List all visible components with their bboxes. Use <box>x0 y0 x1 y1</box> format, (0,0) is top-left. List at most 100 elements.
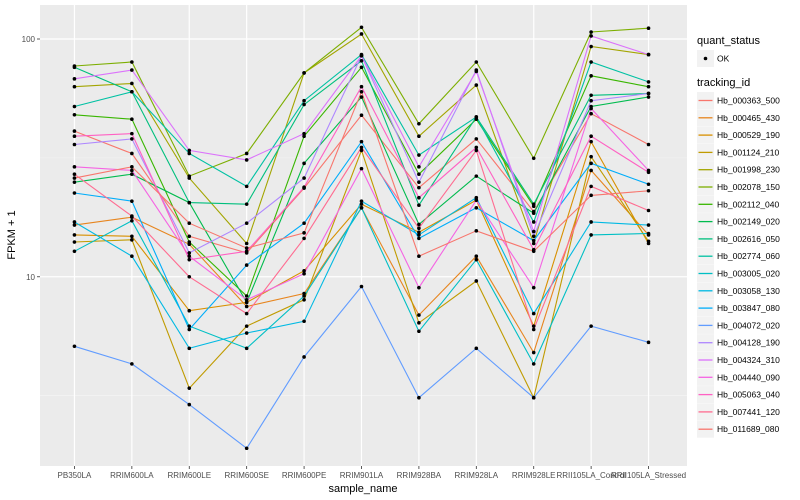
data-point-Hb_001998_230 <box>359 32 364 36</box>
data-point-Hb_004440_090 <box>302 271 306 276</box>
data-point-Hb_001124_210 <box>359 148 364 153</box>
data-point-Hb_003847_080 <box>72 191 77 195</box>
legend-label: Hb_001124_210 <box>717 147 780 157</box>
data-point-Hb_011689_080 <box>244 246 249 250</box>
data-point-Hb_003005_020 <box>244 346 249 351</box>
data-point-Hb_002149_020 <box>531 211 536 216</box>
data-point-Hb_002149_020 <box>474 174 479 178</box>
x-tick-label: RRIM600LA <box>110 471 154 480</box>
legend-item: Hb_007441_120 <box>697 403 780 421</box>
data-point-Hb_003847_080 <box>187 327 192 332</box>
data-point-Hb_011689_080 <box>187 221 192 225</box>
data-point-Hb_004324_310 <box>646 52 651 57</box>
x-tick-label: RRIM928LA <box>455 471 499 480</box>
data-point-Hb_001998_230 <box>589 44 593 49</box>
data-point-Hb_007441_120 <box>244 311 249 316</box>
data-point-Hb_003847_080 <box>589 161 593 166</box>
data-point-Hb_004324_310 <box>244 158 249 162</box>
data-point-Hb_002078_150 <box>589 30 593 34</box>
data-point-Hb_004324_310 <box>589 34 593 38</box>
data-point-Hb_007441_120 <box>72 172 77 177</box>
data-point-Hb_004440_090 <box>130 168 134 173</box>
data-point-Hb_002078_150 <box>130 60 134 64</box>
legend-label: Hb_002112_040 <box>717 199 780 209</box>
data-point-Hb_005063_040 <box>72 134 77 139</box>
data-point-Hb_003005_020 <box>417 329 421 334</box>
data-point-Hb_002774_060 <box>531 220 536 224</box>
data-point-Hb_001998_230 <box>531 241 536 246</box>
data-point-Hb_011689_080 <box>531 249 536 254</box>
data-point-Hb_011689_080 <box>359 89 364 94</box>
x-tick-label: RRII105LA_Control <box>556 471 626 480</box>
data-point-Hb_007441_120 <box>531 327 536 332</box>
data-point-Hb_004072_020 <box>130 362 134 366</box>
legend-label: Hb_002616_050 <box>717 234 780 244</box>
legend-label: Hb_001998_230 <box>717 165 780 175</box>
data-point-Hb_004324_310 <box>531 229 536 234</box>
data-point-Hb_005063_040 <box>187 257 192 262</box>
data-point-Hb_001124_210 <box>474 279 479 283</box>
x-axis: PB350LA RRIM600LA RRIM600LE RRIM600SE RRIM60… <box>58 466 686 480</box>
data-point-Hb_000363_500 <box>589 111 593 116</box>
data-point-Hb_003005_020 <box>474 257 479 262</box>
data-point-Hb_004072_020 <box>244 446 249 451</box>
data-point-Hb_000529_190 <box>417 230 421 234</box>
x-tick-label: RRIM600LE <box>167 471 211 480</box>
data-point-Hb_003058_130 <box>130 254 134 259</box>
data-point-Hb_011689_080 <box>72 176 77 180</box>
data-point-Hb_003058_130 <box>359 199 364 203</box>
data-point-Hb_007441_120 <box>359 145 364 150</box>
data-point-Hb_002078_150 <box>244 151 249 156</box>
data-point-Hb_004440_090 <box>417 285 421 290</box>
legend-item: Hb_004072_020 <box>697 316 780 334</box>
data-point-Hb_002149_020 <box>417 222 421 227</box>
legend-label: Hb_003058_130 <box>717 286 780 296</box>
data-point-Hb_002112_040 <box>187 240 192 244</box>
data-point-Hb_002616_050 <box>187 200 192 205</box>
data-point-Hb_002616_050 <box>302 102 306 107</box>
data-point-Hb_002149_020 <box>359 95 364 99</box>
data-point-Hb_004128_190 <box>244 221 249 225</box>
data-point-Hb_005063_040 <box>646 170 651 175</box>
series-points <box>72 25 651 451</box>
data-point-Hb_002078_150 <box>187 174 192 178</box>
data-point-Hb_002112_040 <box>417 172 421 177</box>
data-point-Hb_003058_130 <box>72 220 77 224</box>
data-point-Hb_002616_050 <box>72 65 77 70</box>
x-tick-label: RRII105LA_Stressed <box>611 471 686 480</box>
data-point-Hb_003847_080 <box>244 263 249 267</box>
data-point-Hb_004324_310 <box>130 68 134 72</box>
data-point-Hb_003005_020 <box>589 233 593 237</box>
legend-item: Hb_004440_090 <box>697 368 780 386</box>
data-point-Hb_004072_020 <box>474 346 479 351</box>
data-point-Hb_004128_190 <box>130 137 134 141</box>
legend-label: Hb_005063_040 <box>717 390 780 400</box>
data-point-Hb_002774_060 <box>646 80 651 84</box>
data-point-Hb_004128_190 <box>589 98 593 103</box>
data-point-Hb_000363_500 <box>646 142 651 147</box>
x-tick-label: PB350LA <box>58 471 92 480</box>
data-point-Hb_001124_210 <box>130 238 134 242</box>
data-point-Hb_004072_020 <box>589 324 593 328</box>
data-point-Hb_001998_230 <box>474 83 479 87</box>
data-point-Hb_001998_230 <box>244 241 249 246</box>
data-point-Hb_007441_120 <box>302 236 306 241</box>
data-point-Hb_007441_120 <box>417 226 421 231</box>
data-point-Hb_000465_430 <box>417 313 421 317</box>
data-point-Hb_004072_020 <box>72 344 77 349</box>
y-axis-title: FPKM + 1 <box>6 210 18 259</box>
data-point-Hb_002616_050 <box>417 203 421 207</box>
data-point-Hb_004128_190 <box>302 176 306 180</box>
data-point-Hb_002616_050 <box>531 202 536 206</box>
data-point-Hb_003005_020 <box>302 294 306 298</box>
data-point-Hb_004072_020 <box>302 355 306 359</box>
y-axis: 10 100 <box>22 35 40 282</box>
data-point-Hb_002112_040 <box>589 74 593 78</box>
data-point-Hb_005063_040 <box>589 134 593 139</box>
data-point-Hb_001124_210 <box>646 239 651 244</box>
data-point-Hb_003005_020 <box>646 231 651 236</box>
data-point-Hb_003847_080 <box>359 139 364 144</box>
data-point-Hb_002112_040 <box>244 294 249 298</box>
data-point-Hb_003847_080 <box>646 182 651 187</box>
data-point-Hb_004440_090 <box>72 165 77 169</box>
